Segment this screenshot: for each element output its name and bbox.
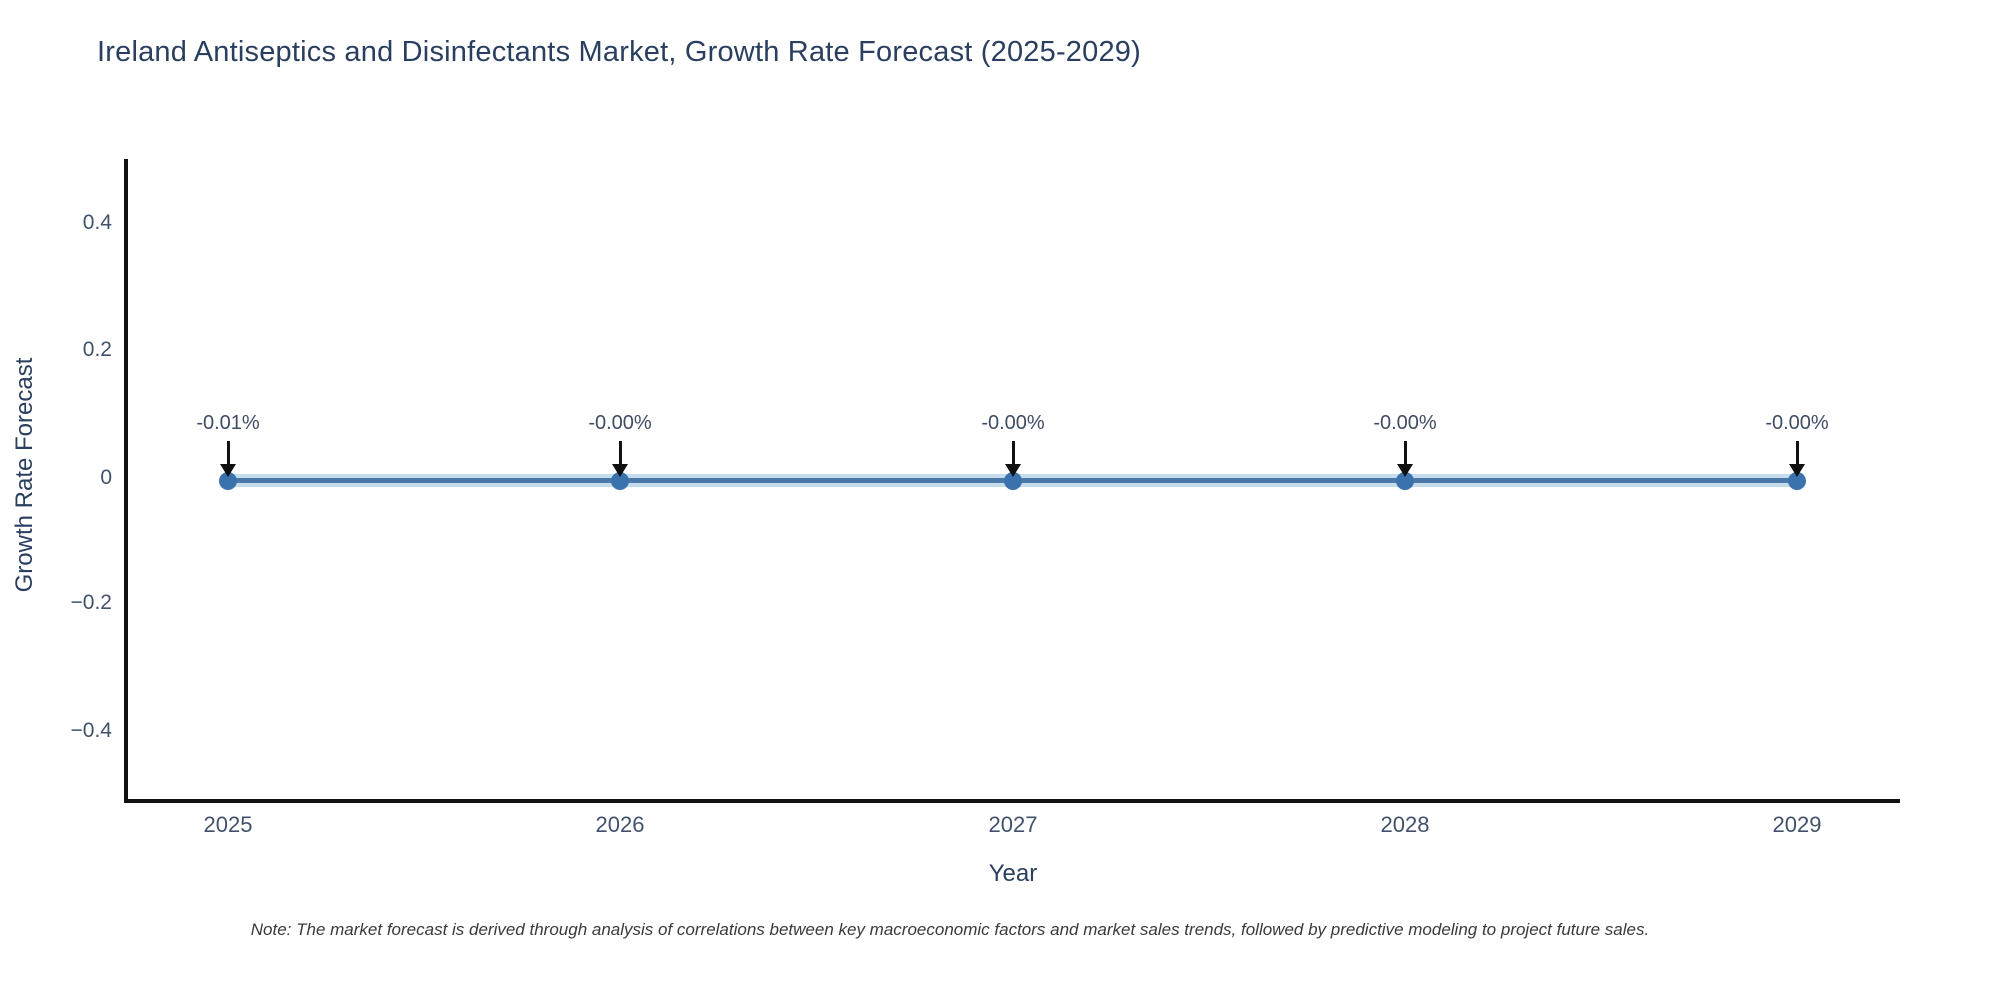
annotation-arrowhead-icon (1397, 464, 1413, 477)
x-tick-label: 2025 (203, 812, 253, 837)
annotation-arrow (1403, 441, 1407, 465)
y-tick-label: −0.2 (70, 591, 112, 614)
y-tick-label: 0 (100, 466, 112, 489)
annotation-arrowhead-icon (612, 464, 628, 477)
y-tick-label: 0.4 (82, 211, 112, 234)
y-tick-label: −0.4 (70, 719, 112, 742)
annotation-arrowhead-icon (220, 464, 236, 477)
x-tick-label: 2027 (988, 812, 1038, 837)
y-axis-line (124, 159, 128, 803)
x-axis-line (124, 799, 1900, 803)
annotation-label: -0.00% (1765, 412, 1829, 434)
annotation-arrow (618, 441, 622, 465)
x-tick-label: 2026 (595, 812, 645, 837)
x-tick-label: 2028 (1380, 812, 1430, 837)
annotation-arrowhead-icon (1005, 464, 1021, 477)
annotation-arrow (226, 441, 230, 465)
annotation-arrow (1011, 441, 1015, 465)
annotation-label: -0.00% (1373, 412, 1437, 434)
annotation-arrowhead-icon (1789, 464, 1805, 477)
annotation-label: -0.01% (196, 412, 260, 434)
annotation-label: -0.00% (588, 412, 652, 434)
annotation-label: -0.00% (981, 412, 1045, 434)
chart-title: Ireland Antiseptics and Disinfectants Ma… (97, 36, 1141, 68)
x-tick-label: 2029 (1772, 812, 1822, 837)
annotation-arrow (1795, 441, 1799, 465)
x-axis-title: Year (988, 860, 1038, 887)
footnote: Note: The market forecast is derived thr… (250, 920, 1650, 939)
y-tick-label: 0.2 (82, 338, 112, 361)
